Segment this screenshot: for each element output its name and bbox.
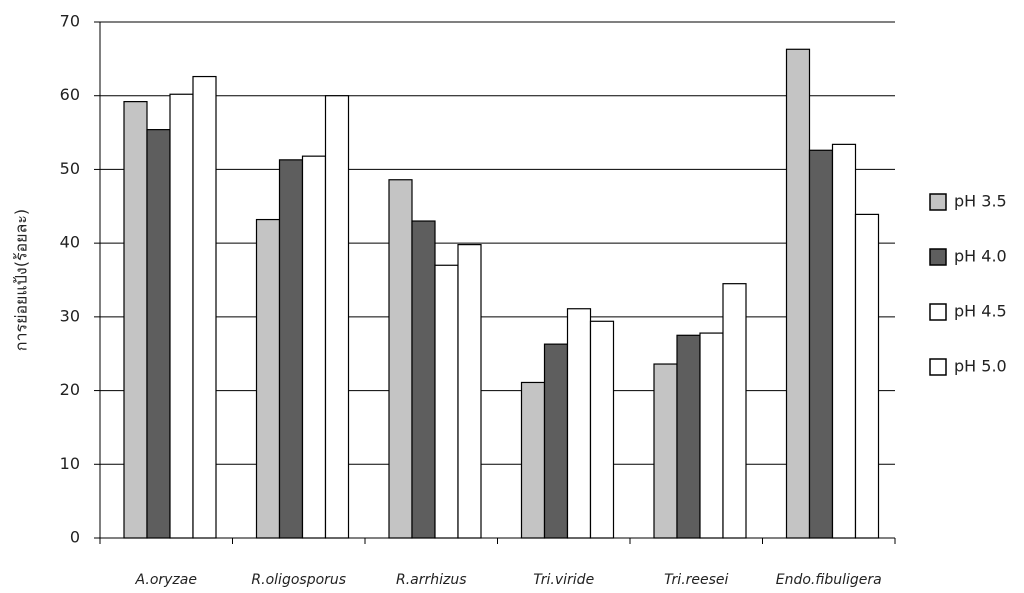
legend-swatch — [929, 358, 947, 376]
legend-label: pH 3.5 — [954, 192, 1007, 211]
bar — [831, 143, 857, 539]
y-axis-label: การย่อยแป้ง(ร้อยละ) — [12, 209, 31, 351]
bar — [411, 220, 436, 539]
bar — [854, 213, 880, 539]
x-tick-label: R.arrhizus — [396, 572, 467, 588]
bar — [301, 155, 327, 539]
y-tick-label: 10 — [60, 454, 80, 473]
bar — [676, 334, 701, 539]
bar — [192, 75, 217, 539]
bar — [808, 149, 834, 539]
legend-swatch — [929, 193, 947, 211]
legend-label: pH 5.0 — [954, 357, 1007, 376]
bar — [169, 93, 194, 539]
bar — [388, 179, 413, 539]
bar — [123, 101, 148, 539]
bar — [278, 159, 304, 539]
x-tick-label: A.oryzae — [135, 572, 197, 588]
bar — [543, 343, 569, 539]
legend-swatch — [929, 303, 947, 321]
legend-swatch — [929, 248, 947, 266]
bar — [785, 48, 811, 539]
y-tick-label: 50 — [60, 159, 80, 178]
bar — [722, 283, 747, 539]
bar — [324, 95, 350, 539]
y-tick-label: 20 — [60, 380, 80, 399]
legend-label: pH 4.0 — [954, 247, 1007, 266]
legend-label: pH 4.5 — [954, 302, 1007, 321]
bar — [653, 363, 678, 539]
y-tick-label: 60 — [60, 85, 80, 104]
x-tick-label: Endo.fibuligera — [776, 572, 882, 588]
x-tick-label: Tri.viride — [533, 572, 594, 588]
y-tick-label: 0 — [70, 528, 80, 547]
y-tick-label: 70 — [60, 12, 80, 31]
bar — [434, 264, 459, 539]
bar — [520, 381, 546, 539]
y-tick-label: 40 — [60, 233, 80, 252]
bar — [699, 332, 724, 539]
bar — [589, 320, 615, 539]
bar — [457, 244, 482, 539]
y-tick-label: 30 — [60, 306, 80, 325]
bar — [146, 129, 171, 539]
x-tick-label: R.oligosporus — [251, 572, 346, 588]
bar — [566, 308, 592, 539]
x-tick-label: Tri.reesei — [664, 572, 728, 588]
bar — [255, 218, 281, 539]
